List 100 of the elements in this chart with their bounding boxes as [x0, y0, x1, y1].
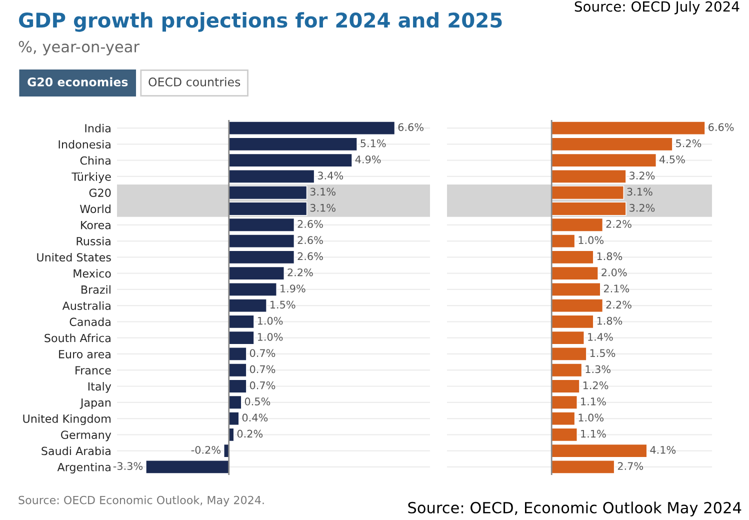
bar [228, 346, 247, 362]
y-tick-label: Russia [76, 236, 110, 246]
y-tick-label: World [80, 204, 110, 214]
bar [551, 298, 604, 313]
bar [551, 346, 587, 362]
data-label: 2.2% [606, 300, 632, 309]
bar [228, 250, 295, 264]
bar [228, 282, 278, 296]
data-label: 1.3% [586, 365, 610, 374]
bar [228, 218, 295, 232]
y-tick-label: Brazil [82, 285, 110, 294]
bar [551, 314, 594, 329]
y-tick-label: Mexico [74, 269, 111, 278]
text: G20 economies [28, 77, 128, 86]
data-label: 0.5% [244, 398, 270, 406]
text: OECD countries [148, 77, 240, 86]
data-label: 2.6% [298, 236, 323, 244]
data-label: 1.1% [581, 430, 606, 438]
data-label: 3.2% [630, 204, 655, 212]
bar [551, 202, 626, 216]
bar [145, 460, 230, 474]
data-label: 2.2% [606, 220, 632, 228]
data-label: 1.0% [578, 414, 604, 422]
bar [228, 379, 247, 394]
data-label: 4.5% [660, 155, 685, 164]
data-label: 4.9% [355, 155, 381, 164]
data-label: 4.1% [650, 446, 676, 454]
data-label: 3.2% [630, 172, 655, 180]
data-label: 5.1% [360, 139, 386, 148]
data-label: 1.0% [578, 236, 604, 244]
bar [228, 121, 396, 136]
data-label: 1.0% [258, 332, 283, 341]
bar [228, 411, 240, 426]
y-tick-label: India [85, 124, 110, 132]
bar [551, 250, 594, 264]
bar [551, 218, 604, 232]
data-label: 0.7% [250, 381, 276, 390]
y-tick-label: Australia [62, 301, 110, 310]
y-tick-label: Türkiye [72, 172, 111, 184]
chart-title: GDP growth projections for 2024 and 2025 [19, 12, 502, 32]
data-label: -3.3% [113, 462, 143, 470]
data-label: 2.2% [288, 268, 313, 276]
data-label: 1.9% [280, 284, 306, 292]
bar [551, 444, 648, 458]
y-tick-label: Canada [70, 317, 110, 326]
source-note: Source: OECD Economic Outlook, May 2024. [18, 496, 264, 506]
y-tick-label: United States [37, 252, 111, 262]
y-tick-label: Saudi Arabia [42, 446, 110, 456]
data-label: 3.1% [310, 204, 336, 212]
bar [551, 266, 599, 280]
chart-subtitle: %, year-on-year [18, 40, 140, 56]
y-tick-label: Argentina [57, 462, 110, 474]
bar [551, 169, 626, 184]
y-tick-label: Euro area [59, 350, 110, 358]
bar [228, 186, 308, 200]
source-note: Source: OECD, Economic Outlook May 2024 [408, 502, 742, 516]
bar [551, 395, 578, 410]
bar [228, 363, 247, 378]
data-label: 0.7% [250, 365, 276, 374]
bar [228, 298, 268, 313]
source-note: Source: OECD July 2024 [574, 1, 740, 14]
bar [228, 153, 352, 168]
y-tick-label: Korea [81, 221, 110, 230]
data-label: 2.7% [618, 462, 644, 470]
data-label: 3.1% [627, 188, 652, 196]
data-label: 1.5% [590, 349, 616, 357]
data-label: 2.6% [298, 220, 323, 228]
data-label: 6.6% [398, 123, 424, 132]
bar [551, 330, 585, 345]
bar [551, 460, 615, 474]
data-label: 3.4% [318, 172, 344, 180]
data-label: 2.0% [602, 268, 627, 276]
data-label: 5.2% [676, 139, 702, 148]
bar [551, 428, 578, 442]
bar [228, 395, 242, 410]
data-label: 1.8% [597, 252, 622, 260]
bar [228, 330, 254, 345]
y-tick-label: United Kingdom [23, 414, 110, 426]
data-label: 1.2% [583, 381, 608, 390]
data-label: 1.1% [581, 398, 606, 406]
data-label: 1.0% [258, 316, 283, 325]
data-label: -0.2% [191, 446, 220, 454]
data-label: 2.6% [298, 252, 323, 260]
data-label: 1.8% [597, 316, 622, 325]
y-tick-label: Italy [88, 382, 112, 393]
y-tick-label: Indonesia [58, 140, 110, 149]
bar [228, 137, 358, 152]
bar [228, 202, 308, 216]
y-tick-label: China [80, 156, 110, 165]
bar [551, 153, 657, 168]
y-tick-label: South Africa [44, 334, 110, 342]
bar [551, 121, 706, 136]
bar [228, 169, 315, 184]
bar [228, 234, 295, 248]
bar [551, 137, 673, 152]
y-tick-label: Germany [61, 430, 112, 442]
data-label: 2.1% [604, 284, 630, 292]
data-label: 3.1% [310, 188, 336, 196]
bar [551, 411, 576, 426]
bar [228, 266, 285, 280]
